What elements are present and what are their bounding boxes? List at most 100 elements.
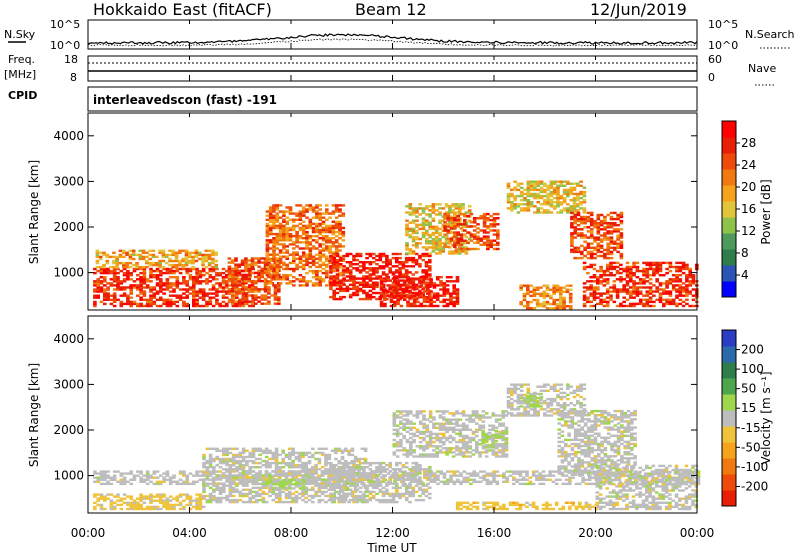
- data-cell: [572, 205, 577, 208]
- data-cell: [192, 267, 196, 271]
- data-cell: [596, 302, 600, 306]
- data-cell: [381, 261, 386, 264]
- data-cell: [423, 470, 427, 473]
- data-cell: [305, 230, 309, 234]
- data-cell: [616, 230, 620, 233]
- data-cell: [168, 478, 173, 481]
- data-cell: [396, 276, 400, 279]
- data-cell: [145, 507, 150, 511]
- data-cell: [596, 254, 601, 258]
- data-cell: [464, 250, 469, 253]
- data-cell: [274, 451, 279, 455]
- data-cell: [318, 265, 322, 269]
- data-cell: [275, 253, 280, 256]
- data-cell: [453, 241, 457, 244]
- data-cell: [194, 249, 199, 252]
- data-cell: [613, 242, 617, 245]
- data-cell: [205, 461, 210, 465]
- data-cell: [482, 217, 487, 220]
- data-cell: [212, 457, 216, 461]
- data-cell: [658, 265, 663, 269]
- data-cell: [215, 482, 219, 485]
- data-cell: [301, 212, 306, 215]
- data-cell: [264, 451, 269, 455]
- data-cell: [325, 208, 329, 211]
- data-cell: [136, 288, 140, 291]
- data-cell: [297, 474, 302, 477]
- data-cell: [126, 507, 130, 511]
- data-cell: [264, 470, 269, 473]
- data-cell: [237, 271, 242, 275]
- data-cell: [479, 243, 484, 246]
- data-cell: [526, 205, 531, 208]
- data-cell: [102, 263, 106, 267]
- data-cell: [168, 499, 173, 502]
- data-cell: [415, 244, 419, 247]
- data-cell: [218, 284, 222, 287]
- data-cell: [421, 211, 426, 214]
- data-cell: [632, 274, 636, 277]
- data-cell: [172, 497, 176, 500]
- data-cell: [292, 226, 296, 230]
- data-cell: [455, 278, 460, 281]
- data-cell: [573, 232, 577, 235]
- data-cell: [443, 245, 447, 249]
- data-cell: [536, 188, 540, 192]
- data-cell: [605, 263, 610, 267]
- data-cell: [428, 246, 432, 249]
- data-cell: [458, 211, 462, 214]
- data-cell: [122, 274, 127, 277]
- data-cell: [263, 296, 268, 299]
- data-cell: [448, 207, 452, 210]
- data-cell: [476, 235, 480, 238]
- data-cell: [538, 474, 542, 477]
- data-cell: [225, 476, 229, 479]
- data-cell: [139, 271, 143, 275]
- data-cell: [573, 219, 577, 223]
- data-cell: [658, 282, 663, 285]
- data-cell: [615, 269, 620, 273]
- data-cell: [149, 280, 153, 283]
- data-cell: [258, 461, 262, 465]
- data-cell: [657, 478, 661, 481]
- data-cell: [549, 203, 554, 206]
- data-cell: [201, 505, 206, 509]
- data-cell: [589, 294, 593, 297]
- data-cell: [568, 478, 572, 481]
- data-cell: [288, 494, 292, 498]
- data-cell: [112, 470, 117, 473]
- data-cell: [255, 447, 259, 450]
- data-cell: [418, 223, 422, 226]
- data-cell: [635, 261, 640, 265]
- data-cell: [218, 476, 223, 479]
- data-cell: [272, 210, 276, 213]
- data-cell: [424, 261, 429, 264]
- data-cell: [586, 298, 590, 301]
- data-cell: [678, 286, 683, 289]
- data-cell: [178, 294, 183, 297]
- data-cell: [428, 269, 432, 272]
- data-cell: [332, 283, 336, 286]
- data-cell: [264, 449, 269, 452]
- data-cell: [529, 290, 533, 293]
- data-cell: [632, 280, 636, 283]
- data-cell: [328, 212, 332, 215]
- data-cell: [195, 290, 199, 293]
- data-cell: [406, 284, 410, 287]
- data-cell: [448, 242, 452, 245]
- data-cell: [522, 305, 527, 308]
- data-cell: [589, 217, 594, 221]
- data-cell: [295, 263, 299, 267]
- data-cell: [272, 218, 276, 221]
- data-cell: [462, 470, 467, 473]
- data-cell: [385, 279, 389, 282]
- data-cell: [408, 250, 413, 253]
- data-cell: [573, 222, 577, 225]
- data-cell: [425, 229, 429, 233]
- data-cell: [301, 280, 306, 283]
- data-cell: [662, 274, 666, 277]
- data-cell: [285, 263, 289, 267]
- data-cell: [691, 294, 696, 297]
- data-cell: [268, 214, 273, 217]
